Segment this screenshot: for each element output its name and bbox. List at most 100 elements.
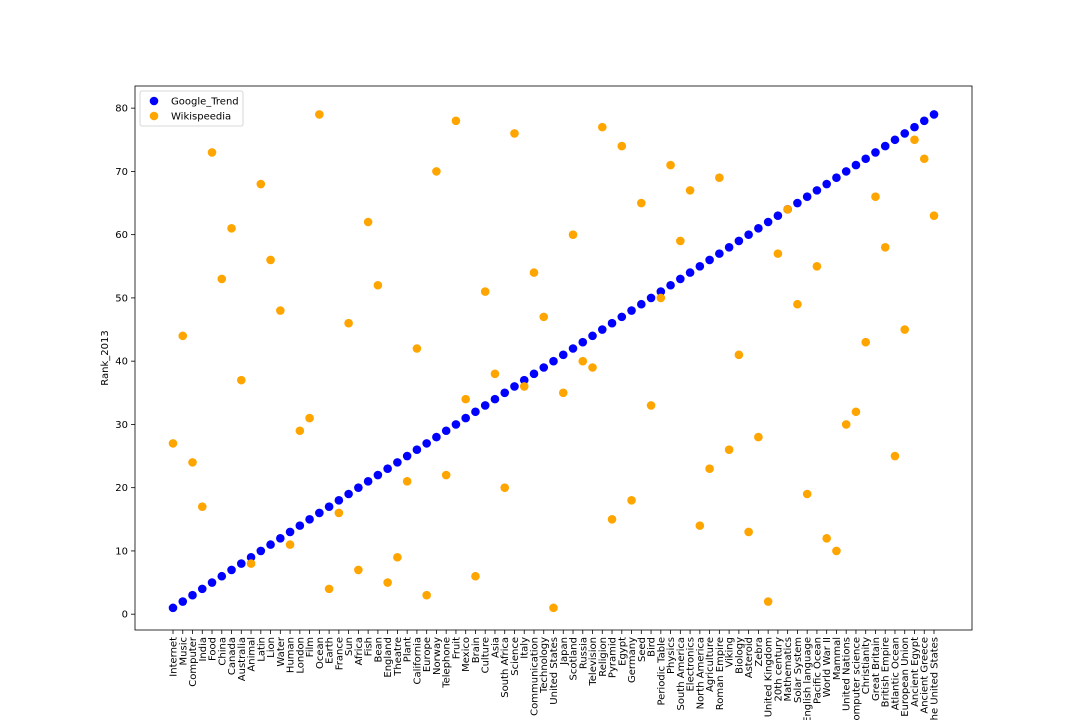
y-tick-label: 20 [115,483,128,494]
data-point [607,318,617,328]
x-tick-label: England [383,637,394,678]
data-point [656,287,666,296]
data-point [217,571,227,581]
data-point [627,306,636,315]
data-point [276,533,285,543]
x-tick-label: Egypt [617,637,628,666]
data-point [841,420,851,429]
data-point [441,470,451,480]
data-point [441,426,451,436]
data-point [432,432,441,442]
x-tick-label: Latin [256,637,267,662]
y-tick-label: 80 [115,104,128,115]
x-tick-label: Sun [344,637,355,656]
y-tick-label: 10 [115,546,128,557]
data-point [637,198,646,208]
data-point [822,179,831,189]
x-tick-label: Telephone [442,637,453,689]
data-point [529,369,539,379]
data-point [519,382,529,391]
y-tick-label: 50 [115,293,128,304]
data-point [178,597,188,606]
data-point [861,154,871,164]
data-point [256,179,266,189]
data-point [490,369,500,379]
data-point [539,312,549,322]
data-point [246,559,256,568]
data-point [861,337,871,347]
data-point [676,274,685,284]
x-tick-label: Fruit [451,637,462,659]
data-point [305,413,314,423]
data-point [188,458,197,467]
legend-box [139,90,244,127]
data-point [929,211,939,220]
y-tick-label: 30 [115,420,128,431]
data-point [373,280,383,290]
x-tick-label: Solar System [793,637,804,703]
data-point [588,331,597,341]
data-point [500,388,510,398]
data-point [285,540,295,549]
data-point [266,255,275,265]
data-point [461,394,470,404]
data-point [480,287,490,296]
x-tick-label: Computer [188,636,199,687]
data-point [363,477,373,486]
data-point [812,186,822,195]
data-point [246,552,256,562]
x-tick-label: Fish [364,637,375,656]
data-point [227,224,236,233]
data-point [734,236,744,246]
data-point [510,382,519,391]
y-tick-label: 40 [115,357,128,368]
data-point [451,116,461,126]
y-tick-label: 60 [115,230,128,241]
data-point [724,445,734,455]
x-tick-label: Asteroid [744,637,755,678]
x-tick-label: Theatre [393,637,404,677]
data-point [461,413,470,423]
data-point [519,375,529,385]
x-tick-label: Christianity [861,637,872,694]
data-point [793,198,802,208]
data-point [558,388,568,398]
data-point [305,515,314,524]
data-point [900,129,910,138]
data-point [646,293,656,303]
x-tick-label: Physics [666,637,677,674]
data-point [354,565,363,575]
x-tick-label: Germany [627,637,638,683]
x-tick-label: 20th century [773,637,784,702]
data-point [851,160,861,170]
data-point [578,337,588,347]
x-tick-label: Australia [237,637,248,681]
series-wikispeedia [168,110,939,613]
data-point [754,224,763,233]
data-point [295,521,305,530]
x-tick-label: Mexico [461,637,472,672]
x-tick-label: Religion [598,637,609,677]
data-point [617,312,627,322]
data-point [422,590,431,600]
data-point [656,293,666,303]
x-tick-label: California [412,637,423,685]
data-point [344,318,353,328]
data-point [617,141,627,151]
x-tick-label: Europe [422,637,433,672]
x-tick-label: South Africa [500,637,511,698]
data-point [344,489,353,499]
x-tick-label: Africa [354,637,365,666]
data-point [490,394,500,404]
data-point [393,458,402,467]
data-point [705,255,714,265]
data-point [773,211,783,220]
data-point [754,432,763,442]
x-tick-label: Earth [325,637,336,664]
data-point [578,356,588,366]
x-tick-label: Biology [734,637,745,674]
data-point [383,578,392,587]
data-point [568,230,578,239]
data-point [919,116,929,126]
x-tick-label: France [334,637,345,670]
